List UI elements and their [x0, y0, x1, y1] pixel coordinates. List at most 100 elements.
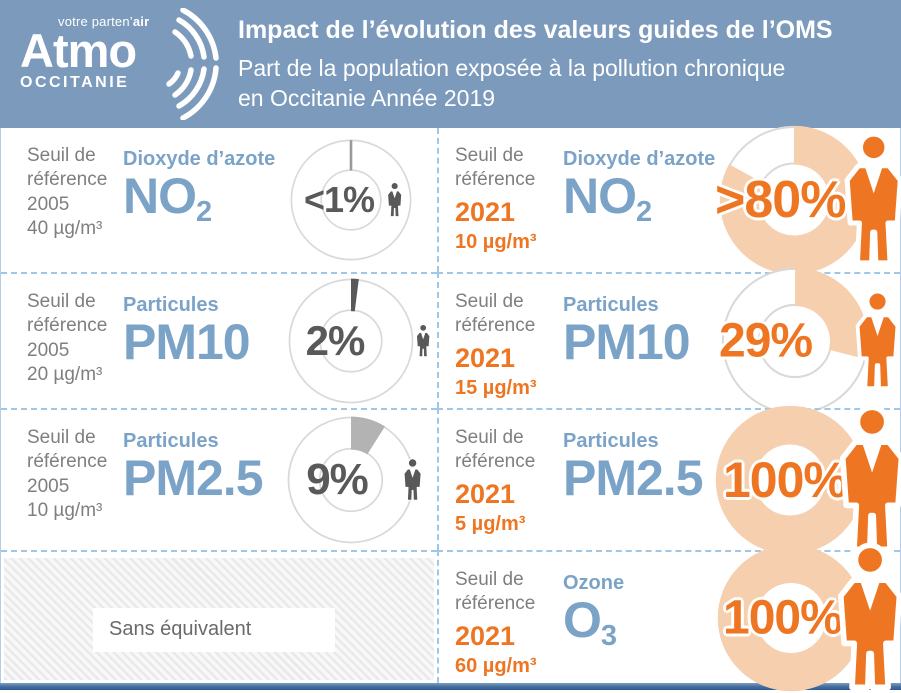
percent-label: 100%: [723, 452, 848, 508]
percent-label: 9%: [306, 455, 369, 504]
pollutant-formula: NO2: [123, 168, 212, 229]
donut-chart: [288, 278, 414, 404]
threshold-2021-no2: Seuil de référence 2021 10 µg/m³: [455, 128, 559, 272]
threshold-year: 2005: [27, 339, 70, 361]
pollutant-formula: NO2: [563, 168, 652, 229]
threshold-unit: 5 µg/m³: [455, 513, 526, 536]
threshold-text: référence: [455, 169, 536, 191]
person-icon: [403, 458, 422, 501]
sans-equivalent-label: Sans équivalent: [109, 618, 252, 640]
person-icon: [844, 131, 901, 266]
subtitle-line-2: en Occitanie Année 2019: [238, 85, 496, 112]
threshold-2021-pm10: Seuil de référence 2021 15 µg/m³: [455, 274, 559, 408]
pollutant-pm10: Particules PM10: [123, 274, 257, 408]
donut-chart: [290, 139, 412, 261]
pollutant-label: Particules: [563, 430, 659, 452]
infographic-grid: Seuil de référence 2005 40 µg/m³ Dioxyde…: [0, 125, 901, 691]
threshold-year: 2005: [27, 475, 70, 497]
logo-region: OCCITANIE: [20, 74, 130, 92]
person-icon: [386, 182, 402, 218]
page-subtitle: Part de la population exposée à la pollu…: [238, 53, 833, 114]
air-waves-icon: [166, 8, 219, 120]
threshold-text: référence: [27, 315, 108, 337]
percent-label: 29%: [719, 314, 813, 368]
pollutant-pm10: Particules PM10: [563, 274, 703, 408]
threshold-unit: 10 µg/m³: [455, 231, 537, 254]
threshold-2021-pm25: Seuil de référence 2021 5 µg/m³: [455, 410, 559, 550]
donut-viz: >80%: [703, 125, 901, 275]
threshold-year: 2021: [455, 342, 516, 373]
threshold-text: référence: [27, 451, 108, 473]
threshold-year: 2021: [455, 196, 516, 227]
threshold-text: Seuil de: [455, 569, 524, 590]
person-icon: [839, 404, 901, 553]
person-icon: [855, 289, 900, 391]
threshold-text: Seuil de: [455, 291, 524, 312]
donut-viz: <1%: [257, 128, 437, 272]
logo-tagline: votre parten’air: [58, 14, 150, 29]
pollutant-formula: PM10: [563, 314, 691, 370]
pollutant-formula: O3: [563, 592, 617, 653]
percent-label: 2%: [305, 317, 366, 364]
cell-no2-2021: Seuil de référence 2021 10 µg/m³ Dioxyde…: [437, 125, 901, 275]
threshold-unit: 60 µg/m³: [455, 655, 537, 678]
pollutant-label: Particules: [123, 294, 219, 316]
cell-pm10-2021: Seuil de référence 2021 15 µg/m³ Particu…: [437, 267, 900, 415]
threshold-year: 2021: [455, 478, 516, 509]
cell-pm10-2005: Seuil de référence 2005 20 µg/m³ Particu…: [1, 272, 437, 408]
threshold-2005-no2: Seuil de référence 2005 40 µg/m³: [27, 128, 119, 272]
threshold-unit: 15 µg/m³: [455, 377, 537, 400]
cell-sans-equivalent: Sans équivalent: [1, 550, 437, 683]
threshold-unit: 10 µg/m³: [27, 499, 103, 521]
header-banner: votre parten’air Atmo OCCITANIE Impact d…: [0, 0, 901, 128]
pollutant-label: Dioxyde d’azote: [563, 148, 716, 170]
threshold-text: Seuil de: [27, 145, 96, 166]
donut-viz: 9%: [257, 410, 437, 550]
threshold-text: référence: [455, 593, 536, 615]
cell-pm25-2021: Seuil de référence 2021 5 µg/m³ Particul…: [437, 404, 901, 555]
pollutant-formula: PM2.5: [123, 450, 264, 506]
percent-label: <1%: [303, 179, 375, 220]
threshold-text: Seuil de: [455, 427, 524, 448]
threshold-unit: 20 µg/m³: [27, 363, 103, 385]
pollutant-pm25: Particules PM2.5: [563, 410, 704, 550]
threshold-text: Seuil de: [455, 145, 524, 166]
threshold-text: référence: [27, 169, 108, 191]
cell-o3-2021: Seuil de référence 2021 60 µg/m³ Ozone O…: [437, 541, 901, 691]
page-title: Impact de l’évolution des valeurs guides…: [238, 16, 833, 44]
threshold-2005-pm10: Seuil de référence 2005 20 µg/m³: [27, 274, 119, 408]
donut-viz: 29%: [703, 267, 900, 415]
cell-pm25-2005: Seuil de référence 2005 10 µg/m³ Particu…: [1, 408, 437, 550]
person-icon: [415, 324, 430, 358]
threshold-year: 2021: [455, 620, 516, 651]
pollutant-no2: Dioxyde d’azote NO2: [563, 128, 716, 272]
subtitle-line-1: Part de la population exposée à la pollu…: [238, 55, 786, 81]
threshold-unit: 40 µg/m³: [27, 217, 103, 239]
pollutant-label: Ozone: [563, 572, 625, 594]
atmo-logo: votre parten’air Atmo OCCITANIE: [0, 0, 228, 128]
pollutant-formula: PM2.5: [563, 450, 704, 506]
threshold-text: Seuil de: [27, 291, 96, 312]
donut-viz: 100%: [703, 541, 901, 691]
threshold-text: référence: [455, 315, 536, 337]
threshold-2021-o3: Seuil de référence 2021 60 µg/m³: [455, 552, 559, 683]
threshold-text: référence: [455, 451, 536, 473]
percent-label: >80%: [715, 171, 846, 229]
pollutant-o3: Ozone O3: [563, 552, 703, 683]
pollutant-pm25: Particules PM2.5: [123, 410, 264, 550]
donut-viz: 2%: [257, 274, 437, 408]
cell-no2-2005: Seuil de référence 2005 40 µg/m³ Dioxyde…: [1, 128, 437, 272]
pollutant-label: Particules: [563, 294, 659, 316]
pollutant-label: Dioxyde d’azote: [123, 148, 276, 170]
threshold-year: 2005: [27, 193, 70, 215]
person-icon: [837, 541, 901, 690]
donut-viz: 100%: [703, 404, 901, 555]
donut-chart: [719, 125, 869, 275]
pollutant-label: Particules: [123, 430, 219, 452]
footer-bar: [0, 683, 901, 690]
header-titles: Impact de l’évolution des valeurs guides…: [228, 0, 833, 128]
threshold-text: Seuil de: [27, 427, 96, 448]
percent-label: 100%: [723, 591, 843, 644]
logo-name: Atmo: [20, 24, 137, 77]
